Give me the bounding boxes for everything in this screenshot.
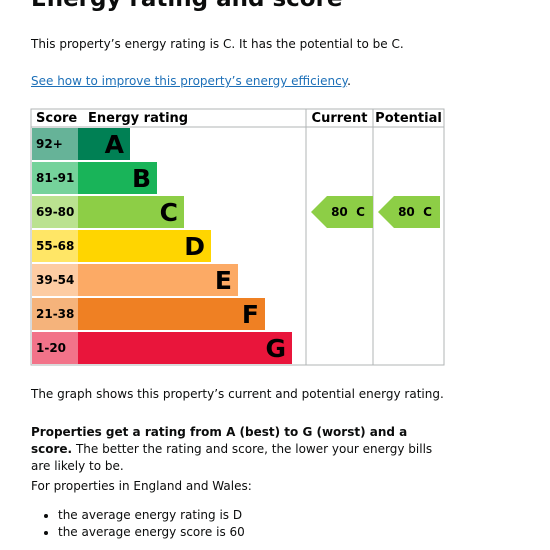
rating-bar — [78, 162, 157, 194]
rating-letter: D — [184, 232, 205, 261]
rating-letter: E — [215, 266, 232, 295]
rating-bar — [78, 128, 130, 160]
average-item: the average energy score is 60 — [58, 524, 245, 541]
intro: This property’s energy rating is C. It h… — [31, 37, 404, 51]
score-range: 1-20 — [36, 341, 66, 355]
column-header: Energy rating — [88, 111, 188, 126]
column-header: Score — [36, 111, 77, 126]
graph-note: The graph shows this property’s current … — [31, 387, 444, 401]
score-cell — [32, 230, 78, 262]
rating-table: Score Energy rating Current Potential 92+ A 81… — [30, 108, 445, 366]
explanation-bold: Properties get a rating from A (best) to… — [31, 425, 408, 456]
column-header: Current — [312, 111, 368, 126]
rating-bar — [78, 230, 211, 262]
score-cell — [32, 298, 78, 330]
improve-link[interactable]: See how to improve this property’s energ… — [31, 74, 348, 88]
score-cell — [32, 196, 78, 228]
average-item: the average energy rating is D — [58, 507, 245, 524]
rating-letter: B — [132, 164, 151, 193]
potential-arrow — [378, 196, 440, 228]
score-range: 81-91 — [36, 171, 74, 185]
potential-rating: C — [423, 205, 432, 219]
link-line: See how to improve this property’s energ… — [31, 73, 351, 90]
explanation-rest: The better the rating and score, the low… — [31, 442, 433, 473]
score-cell — [32, 264, 78, 296]
score-cell — [32, 162, 78, 194]
link-suffix: . — [347, 74, 351, 88]
rating-letter: F — [242, 300, 259, 329]
score-range: 69-80 — [36, 205, 74, 219]
title: Energy rating and score — [31, 0, 343, 12]
table-border — [30, 108, 445, 366]
current-score: 80 — [331, 205, 348, 219]
score-range: 39-54 — [36, 273, 74, 287]
rating-letter: A — [105, 130, 125, 159]
potential-label: 80 C — [398, 205, 432, 219]
score-cell — [32, 128, 78, 160]
rating-bar — [78, 196, 184, 228]
rating-bar — [78, 332, 292, 364]
score-cell — [32, 332, 78, 364]
rating-letter: G — [265, 334, 286, 363]
score-range: 55-68 — [36, 239, 74, 253]
potential-score: 80 — [398, 205, 415, 219]
averages-list: the average energy rating is Dthe averag… — [31, 507, 245, 541]
rating-bar — [78, 264, 238, 296]
score-range: 21-38 — [36, 307, 74, 321]
score-range: 92+ — [36, 137, 63, 151]
averages-intro: For properties in England and Wales: — [31, 479, 252, 493]
current-rating: C — [356, 205, 365, 219]
explanation: Properties get a rating from A (best) to… — [31, 424, 451, 475]
column-header: Potential — [375, 111, 442, 126]
current-label: 80 C — [331, 205, 365, 219]
rating-bar — [78, 298, 265, 330]
rating-letter: C — [160, 198, 178, 227]
current-arrow — [311, 196, 373, 228]
